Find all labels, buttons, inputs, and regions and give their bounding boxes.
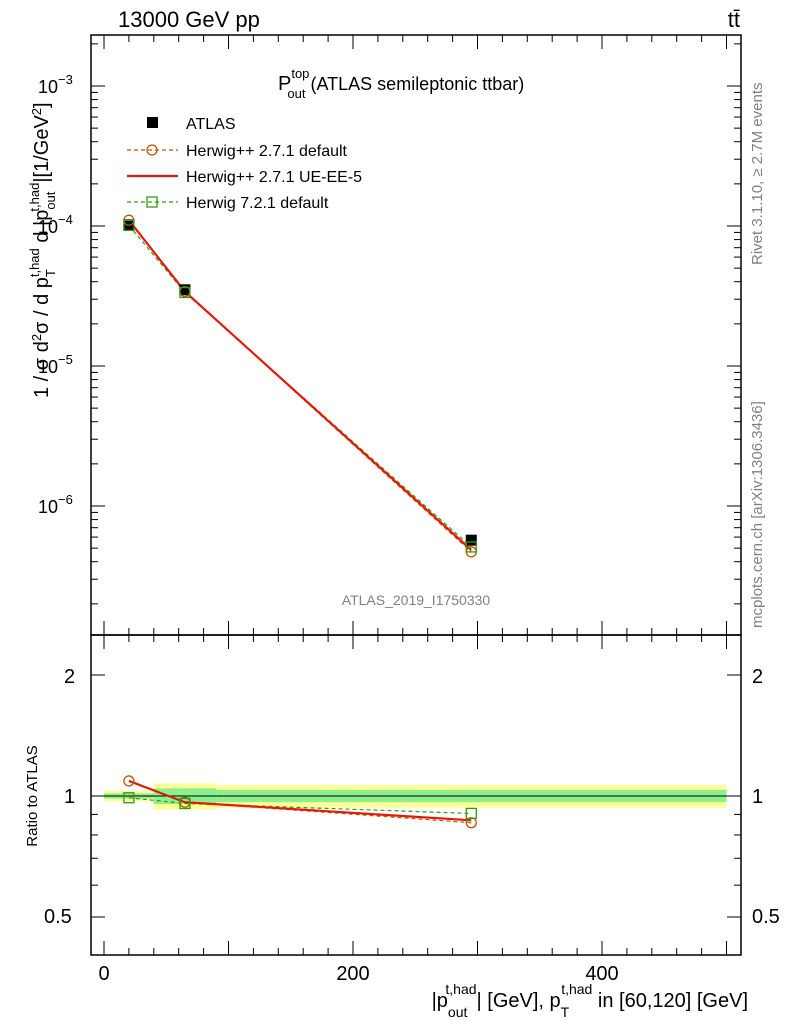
ratio-point-herwigpp-default bbox=[123, 775, 135, 787]
x-tick-label-200: 200 bbox=[336, 963, 369, 985]
x-tick-label-400: 400 bbox=[585, 963, 618, 985]
ratio-tick-label-left-05: 0.5 bbox=[44, 906, 72, 928]
x-tick-labels: 0 200 400 bbox=[98, 963, 618, 985]
ratio-point-herwigpp-default bbox=[465, 817, 477, 829]
y-tick-label-1e-6: 10−6 bbox=[38, 492, 73, 517]
x-tick-label-0: 0 bbox=[98, 963, 109, 985]
mcplots-label: mcplots.cern.ch [arXiv:1306.3436] bbox=[749, 401, 766, 628]
main-y-axis-label: 1 / σ d2σ / d pTt,had d |poutt,had|[1/Ge… bbox=[27, 102, 58, 398]
point-atlas bbox=[465, 534, 477, 546]
ratio-data bbox=[123, 775, 477, 829]
ratio-tick-label-right-2: 2 bbox=[752, 666, 763, 688]
legend-marker-atlas bbox=[147, 117, 158, 128]
ratio-point-herwig7 bbox=[465, 807, 477, 820]
header-left: 13000 GeV pp bbox=[118, 7, 260, 32]
y-tick-label-1e-4: 10−4 bbox=[38, 212, 73, 237]
ratio-tick-label-right-1: 1 bbox=[752, 786, 763, 808]
main-data bbox=[123, 214, 477, 558]
ratio-y-axis-label: Ratio to ATLAS bbox=[24, 745, 41, 846]
ratio-frame bbox=[90, 634, 742, 956]
legend-marker-herwigpp-default bbox=[146, 144, 158, 156]
ratio-line-herwigpp-ueee5 bbox=[128, 779, 472, 822]
point-atlas bbox=[179, 284, 191, 296]
line-herwigpp-default bbox=[128, 219, 472, 553]
point-herwig7 bbox=[179, 286, 191, 299]
plot-title: Ptop out (ATLAS semileptonic ttbar) bbox=[278, 66, 524, 101]
ratio-tick-label-right-05: 0.5 bbox=[752, 906, 780, 928]
rivet-label: Rivet 3.1.10, ≥ 2.7M events bbox=[749, 83, 766, 266]
y-tick-label-1e-3: 10−3 bbox=[38, 72, 73, 97]
legend-label-herwig7: Herwig 7.2.1 default bbox=[186, 195, 329, 212]
main-y-tick-labels: 10−3 10−4 10−5 10−6 bbox=[38, 72, 73, 517]
line-herwig7 bbox=[128, 225, 472, 548]
y-tick-label-1e-5: 10−5 bbox=[38, 352, 73, 377]
legend-label-herwigpp-ueee5: Herwig++ 2.7.1 UE-EE-5 bbox=[186, 169, 362, 186]
ratio-point-herwig7 bbox=[123, 792, 135, 804]
ratio-panel: 2 1 0.5 2 1 0.5 Ratio to ATLAS 0 200 400… bbox=[24, 634, 780, 1020]
legend-label-herwigpp-default: Herwig++ 2.7.1 default bbox=[186, 143, 348, 160]
ratio-line-herwig7 bbox=[128, 797, 472, 815]
x-axis-label: |poutt,had| [GeV], pTt,had in [60,120] [… bbox=[432, 981, 748, 1020]
ratio-tick-label-left-2: 2 bbox=[64, 666, 75, 688]
main-ticks bbox=[91, 35, 741, 635]
header-right: tt̄ bbox=[728, 7, 740, 32]
legend: ATLAS Herwig++ 2.7.1 default Herwig++ 2.… bbox=[127, 116, 362, 212]
ratio-tick-label-left-1: 1 bbox=[64, 786, 75, 808]
point-herwig7 bbox=[465, 541, 477, 553]
analysis-id: ATLAS_2019_I1750330 bbox=[342, 592, 491, 608]
ratio-point-herwig7 bbox=[179, 797, 191, 810]
point-herwig7 bbox=[123, 219, 135, 232]
ratio-ticks bbox=[91, 635, 741, 955]
legend-marker-herwig7 bbox=[146, 196, 158, 208]
main-panel: 10−3 10−4 10−5 10−6 1 / σ d2σ / d pTt,ha… bbox=[27, 34, 742, 636]
legend-label-atlas: ATLAS bbox=[186, 116, 236, 133]
ratio-y-tick-labels: 2 1 0.5 2 1 0.5 bbox=[44, 666, 780, 928]
